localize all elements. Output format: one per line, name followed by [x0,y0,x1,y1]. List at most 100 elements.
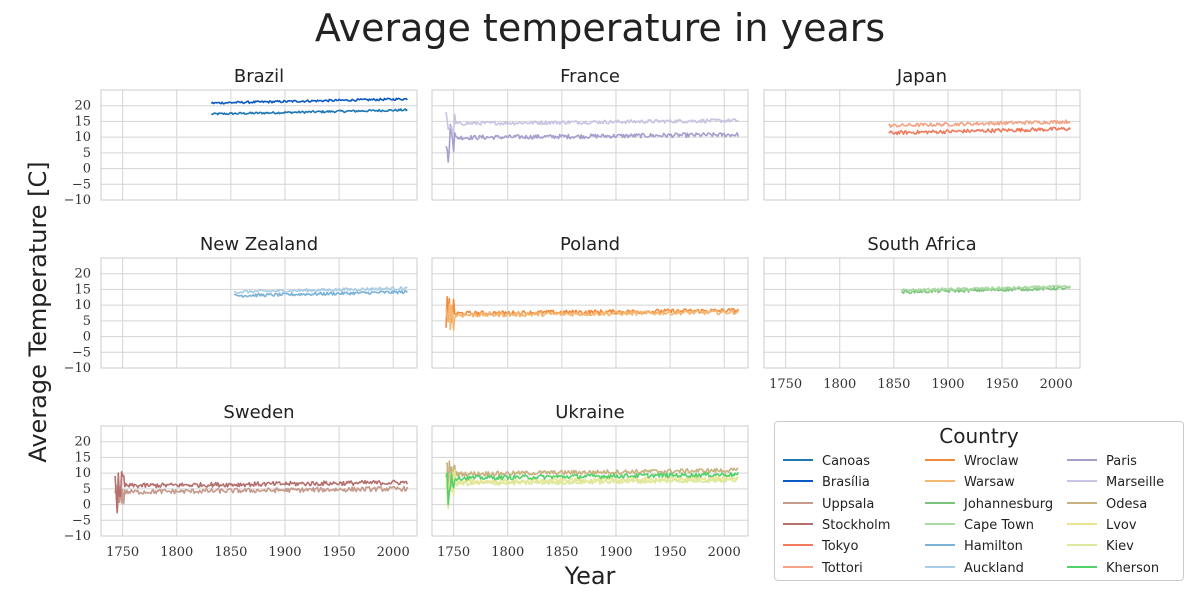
legend-item: Paris [1067,453,1137,471]
legend-item: Johannesburg [925,496,1053,514]
legend-title: Country [939,424,1019,448]
panel-title: New Zealand [200,234,318,255]
legend-swatch [783,565,813,568]
legend-item: Uppsala [783,496,874,514]
panel-japan: Japan [763,66,1081,201]
y-tick-label: 15 [74,450,91,465]
series-line-brasília [210,97,408,105]
legend-item: Lvov [1067,517,1137,535]
legend-swatch [1067,544,1097,547]
legend-swatch [925,459,955,461]
x-tick-label: 1750 [437,545,470,560]
y-tick-label: −10 [64,529,91,544]
y-tick-label: 0 [83,498,91,513]
panel-title: Brazil [234,66,284,87]
y-tick-label: −10 [64,361,91,376]
legend-swatch [925,501,955,504]
legend-swatch [925,480,955,483]
legend-swatch [783,522,813,525]
x-tick-label: 2000 [1040,377,1073,392]
panel-frame [431,89,749,201]
panel-ukraine: Ukraine 1750 1800 1850 1900 1950 2000 [431,402,749,560]
x-tick-label: 1800 [491,545,524,560]
panel-title: Poland [560,234,620,255]
x-tick-label: 2000 [377,545,410,560]
legend-label: Canoas [822,454,870,469]
panel-title: Sweden [223,402,294,423]
x-tick-label: 1900 [599,545,632,560]
x-tick-label: 1950 [323,545,356,560]
legend-item: Marseille [1067,474,1164,492]
panel-frame [431,257,749,369]
legend-swatch [1067,565,1097,568]
x-tick-label: 1950 [986,377,1019,392]
legend-label: Marseille [1106,475,1165,491]
x-tick-label: 1850 [545,545,578,560]
legend-label: Johannesburg [964,496,1054,512]
series-line-odesa [445,460,739,504]
x-tick-label: 1950 [654,545,687,560]
panel-frame [431,425,749,537]
x-tick-label: 1750 [106,545,139,560]
y-tick-label: 0 [83,330,91,345]
legend-swatch [925,522,955,525]
y-tick-label: 10 [74,298,91,313]
y-tick-label: −5 [72,345,91,360]
y-tick-label: 15 [74,114,91,129]
series-line-tottori [888,119,1071,128]
legend-swatch [783,501,813,504]
series-line-kiev [445,471,739,510]
x-tick-label: 1850 [877,377,910,392]
y-tick-label: −5 [72,513,91,528]
x-tick-label: 1800 [160,545,193,560]
y-tick-label: 5 [83,146,91,161]
legend-item: Kherson [1067,560,1159,578]
legend-label: Paris [1106,454,1137,469]
y-tick-label: −5 [72,177,91,192]
x-tick-label: 1900 [931,377,964,392]
legend-label: Cape Town [964,517,1034,533]
legend-label: Uppsala [822,496,875,512]
legend-item: Odesa [1067,496,1147,514]
legend-swatch [1067,522,1097,525]
legend-label: Kherson [1106,560,1160,576]
legend-item: Tottori [783,560,863,578]
y-tick-label: 15 [74,282,91,297]
legend-item: Cape Town [925,517,1034,535]
panel-title: France [560,66,620,87]
panel-frame [100,257,418,369]
panel-title: Ukraine [555,402,625,423]
x-tick-label: 1800 [823,377,856,392]
legend-swatch [783,459,813,461]
series-line-cape-town [900,284,1072,293]
panel-poland: Poland [431,234,749,369]
series-line-hamilton [233,289,408,298]
legend-item: Warsaw [925,474,1015,492]
series-line-tokyo [888,126,1071,136]
legend-swatch [1067,480,1097,483]
series-line-marseille [445,111,739,136]
chart-title: Average temperature in years [314,6,886,50]
x-tick-label: 1900 [268,545,301,560]
y-tick-label: 10 [74,130,91,145]
legend-swatch [925,544,955,547]
legend-label: Tottori [822,560,863,576]
panel-frame [100,89,418,201]
legend-item: Kiev [1067,538,1134,556]
legend: Country Canoas Brasília Uppsala Stockholm To… [774,421,1184,581]
legend-label: Odesa [1106,496,1148,512]
series-line-kherson [445,471,740,506]
series-line-wroclaw [445,295,740,328]
legend-label: Lvov [1106,517,1137,533]
legend-label: Wroclaw [964,454,1019,469]
y-tick-label: 5 [83,314,91,329]
series-line-stockholm [114,470,409,513]
legend-swatch [1067,501,1097,504]
legend-item: Hamilton [925,538,1023,556]
x-tick-label: 2000 [708,545,741,560]
legend-label: Kiev [1106,539,1134,555]
legend-label: Hamilton [964,539,1023,555]
legend-item: Stockholm [783,517,890,535]
